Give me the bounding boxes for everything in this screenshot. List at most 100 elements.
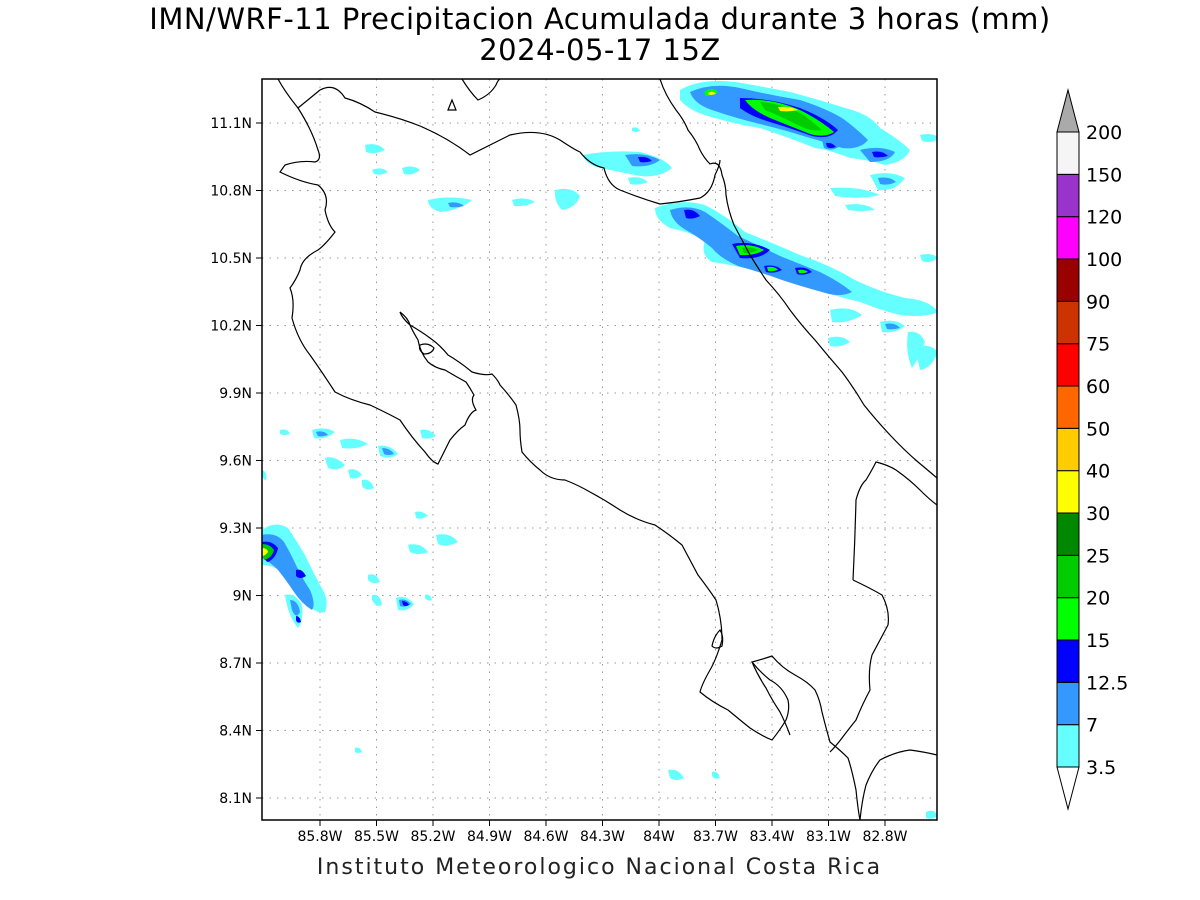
precip-cluster-northeast bbox=[680, 81, 910, 211]
precip-contour-p35 bbox=[355, 747, 362, 753]
precip-contour-p35 bbox=[632, 127, 640, 132]
precip-cluster-pacific bbox=[262, 428, 937, 819]
precip-contour-p35 bbox=[372, 594, 382, 606]
precip-cluster-caribbean bbox=[655, 202, 937, 370]
colorbar-label: 200 bbox=[1086, 122, 1122, 144]
precip-contour-p7 bbox=[448, 202, 464, 208]
precip-contour-p35 bbox=[512, 198, 535, 207]
precip-contour-p35 bbox=[372, 168, 388, 175]
colorbar-lower-triangle bbox=[1056, 766, 1080, 811]
precip-contour-p35 bbox=[830, 187, 880, 198]
map-grid bbox=[262, 79, 937, 820]
plot-frame bbox=[261, 78, 938, 821]
precip-contour-p7 bbox=[382, 448, 394, 455]
lat-tick-label: 9.9N bbox=[219, 386, 252, 402]
colorbar-label: 25 bbox=[1086, 545, 1110, 567]
lon-tick-label: 83.1W bbox=[806, 829, 851, 845]
colorbar-label: 50 bbox=[1086, 418, 1110, 440]
precip-contour-p35 bbox=[845, 204, 875, 211]
colorbar-label: 20 bbox=[1086, 588, 1110, 610]
precip-contour-p35 bbox=[262, 470, 267, 480]
colorbar-label: 100 bbox=[1086, 249, 1122, 271]
precip-contour-p35 bbox=[915, 345, 937, 370]
longitude-axis: 85.8W 85.5W 85.2W 84.9W 84.6W 84.3W 84W 83.7W 83… bbox=[297, 820, 908, 845]
map-subtitle-datetime: 2024-05-17 15Z bbox=[479, 33, 721, 67]
colorbar-label: 15 bbox=[1086, 630, 1110, 652]
colorbar-label: 3.5 bbox=[1086, 757, 1116, 779]
lat-tick-label: 10.8N bbox=[210, 184, 252, 200]
isla-small-north bbox=[447, 98, 457, 111]
precip-contour-p35 bbox=[402, 166, 420, 175]
isla-burica bbox=[711, 629, 724, 649]
precip-contour-p35 bbox=[362, 479, 374, 490]
colorbar-label: 75 bbox=[1086, 334, 1110, 356]
precip-contour-p7 bbox=[316, 431, 328, 437]
precip-contour-p35 bbox=[920, 254, 937, 262]
chiriqui-coast bbox=[859, 749, 937, 820]
lon-tick-label: 83.7W bbox=[693, 829, 738, 845]
colorbar-box bbox=[1056, 724, 1080, 768]
lat-tick-label: 8.7N bbox=[219, 656, 252, 672]
coastline-layer bbox=[277, 79, 937, 820]
colorbar-box bbox=[1056, 258, 1080, 302]
precip-contour-p7 bbox=[885, 323, 900, 330]
precip-contour-p35 bbox=[425, 594, 432, 601]
lat-tick-label: 11.1N bbox=[210, 116, 252, 132]
precip-contour-p35 bbox=[368, 574, 380, 584]
colorbar-upper-triangle bbox=[1056, 88, 1080, 133]
precip-contour-p35 bbox=[340, 438, 368, 449]
colorbar-label: 12.5 bbox=[1086, 672, 1128, 694]
colorbar-label: 90 bbox=[1086, 291, 1110, 313]
precip-contour-p35 bbox=[554, 188, 580, 210]
lat-tick-label: 8.4N bbox=[219, 724, 252, 740]
lat-tick-label: 10.5N bbox=[210, 251, 252, 267]
precip-contour-p35 bbox=[325, 457, 345, 470]
osa-peninsula bbox=[751, 661, 791, 736]
colorbar-label: 150 bbox=[1086, 164, 1122, 186]
precip-contour-p20 bbox=[742, 247, 758, 254]
lon-tick-label: 85.8W bbox=[297, 829, 342, 845]
gulf-of-nicoya bbox=[399, 311, 861, 820]
colorbar-box bbox=[1056, 470, 1080, 514]
latitude-axis: 8.1N 8.4N 8.7N 9N 9.3N 9.6N 9.9N 10.2N 10.5N 10.8… bbox=[210, 116, 262, 807]
lon-tick-label: 85.5W bbox=[354, 829, 399, 845]
colorbar-box bbox=[1056, 427, 1080, 472]
precip-contour-p30 bbox=[708, 91, 716, 95]
precipitation-layer bbox=[262, 81, 937, 819]
colorbar-box bbox=[1056, 681, 1080, 726]
lat-tick-label: 10.2N bbox=[210, 319, 252, 335]
lon-tick-label: 83.4W bbox=[749, 829, 794, 845]
country-border-north bbox=[277, 79, 721, 205]
precip-contour-p35 bbox=[415, 511, 428, 519]
precip-contour-p15 bbox=[767, 266, 778, 272]
precip-contour-p35 bbox=[408, 544, 428, 554]
precip-contour-p35 bbox=[628, 177, 648, 185]
lat-tick-label: 9.6N bbox=[219, 454, 252, 470]
lon-tick-label: 84.9W bbox=[467, 829, 512, 845]
caribbean-coast bbox=[659, 79, 937, 479]
colorbar-label: 30 bbox=[1086, 503, 1110, 525]
colorbar-box bbox=[1056, 512, 1080, 556]
precip-contour-p35 bbox=[920, 134, 937, 142]
lake-nicaragua-shore bbox=[461, 79, 501, 101]
precip-contour-p125 bbox=[684, 209, 700, 219]
precip-contour-p35 bbox=[280, 429, 290, 435]
panama-border-south bbox=[829, 579, 889, 753]
lon-tick-label: 84.6W bbox=[523, 829, 568, 845]
precip-contour-p7 bbox=[290, 600, 300, 616]
precip-contour-p15 bbox=[798, 269, 808, 274]
colorbar-box bbox=[1056, 131, 1080, 175]
precip-contour-p125 bbox=[296, 569, 306, 578]
lat-tick-label: 9.3N bbox=[219, 521, 252, 537]
colorbar-label: 7 bbox=[1086, 715, 1098, 737]
lon-tick-label: 85.2W bbox=[410, 829, 455, 845]
colorbar-label: 120 bbox=[1086, 207, 1122, 229]
precip-contour-p35 bbox=[668, 769, 684, 780]
precip-contour-p35 bbox=[828, 336, 850, 347]
lon-tick-label: 82.8W bbox=[862, 829, 907, 845]
colorbar-label: 60 bbox=[1086, 376, 1110, 398]
colorbar-box bbox=[1056, 639, 1080, 683]
colorbar-box bbox=[1056, 300, 1080, 345]
precip-contour-p35 bbox=[420, 429, 436, 439]
